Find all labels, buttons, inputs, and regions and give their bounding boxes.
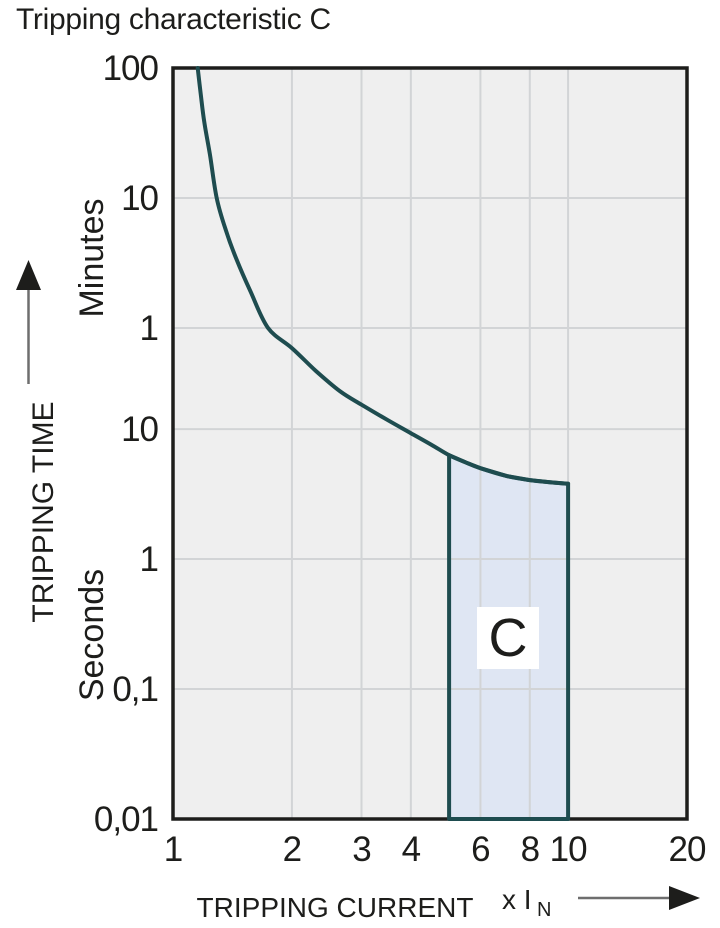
x-axis-title: TRIPPING CURRENT (197, 892, 474, 923)
y-tick-label: 100 (103, 49, 159, 88)
region-label: C (477, 607, 539, 669)
plot-layer: 1 2 3 4 6 8 10 20 100 10 1 10 1 0,1 0,01 (94, 49, 707, 869)
x-tick-label: 10 (550, 830, 587, 869)
x-tick-label: 2 (283, 830, 301, 869)
y-tick-label: 1 (140, 540, 158, 579)
region-label-text: C (489, 608, 528, 668)
y-axis-unit-seconds: Seconds (73, 569, 111, 701)
right-arrow-icon (578, 886, 700, 910)
y-tick-label: 0,01 (94, 800, 158, 839)
plot-frame (171, 66, 689, 821)
tripping-curve (195, 66, 571, 486)
region-label-box (477, 607, 539, 669)
x-axis-unit-subscript: N (537, 899, 551, 921)
x-tick-label: 3 (352, 830, 370, 869)
y-tick-label: 1 (140, 309, 158, 348)
y-axis-unit-minutes: Minutes (73, 198, 111, 317)
y-axis-title: TRIPPING TIME (27, 401, 60, 622)
x-tick-label: 6 (471, 830, 489, 869)
up-arrow-icon (16, 260, 41, 384)
y-tick-label: 10 (121, 410, 158, 449)
x-tick-label: 8 (521, 830, 539, 869)
y-tick-label: 0,1 (112, 670, 158, 709)
x-axis-unit: x I (502, 884, 532, 915)
x-tick-label: 4 (402, 830, 421, 869)
page-title: Tripping characteristic C (16, 3, 331, 36)
y-tick-label: 10 (121, 179, 158, 218)
x-tick-label: 1 (164, 830, 182, 869)
x-tick-label: 20 (669, 830, 706, 869)
